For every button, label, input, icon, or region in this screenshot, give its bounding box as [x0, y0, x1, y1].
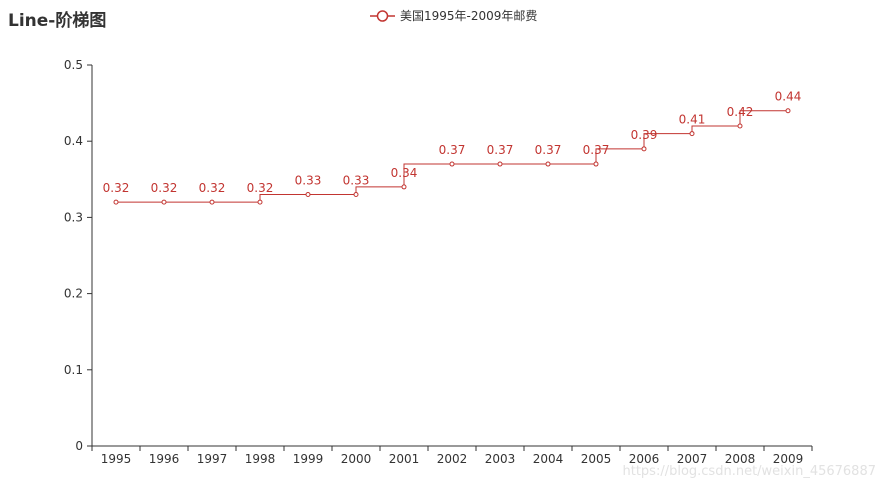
data-point [161, 199, 167, 205]
y-tick-label: 0.2 [64, 287, 83, 301]
y-tick-label: 0.5 [64, 58, 83, 72]
data-point [689, 131, 695, 137]
y-tick-label: 0.1 [64, 363, 83, 377]
data-point [785, 108, 791, 114]
x-tick-label: 1995 [101, 452, 132, 466]
data-label: 0.32 [199, 181, 226, 195]
x-tick-label: 2000 [341, 452, 372, 466]
data-point [257, 199, 263, 205]
data-label: 0.33 [343, 174, 370, 188]
x-tick-label: 2009 [773, 452, 804, 466]
x-tick-label: 1996 [149, 452, 180, 466]
data-point [737, 123, 743, 129]
x-tick-label: 1998 [245, 452, 276, 466]
x-tick-label: 2003 [485, 452, 516, 466]
data-point [113, 199, 119, 205]
x-axis: 1995 1996 1997 1998 1999 2000 2001 2002 2003 2004… [91, 445, 813, 466]
data-label: 0.37 [583, 143, 610, 157]
legend-circle-icon [376, 10, 389, 22]
legend-label: 美国1995年-2009年邮费 [400, 9, 537, 23]
x-tick-label: 2007 [677, 452, 708, 466]
data-point [497, 161, 503, 167]
data-label: 0.41 [679, 113, 706, 127]
data-label: 0.39 [631, 128, 658, 142]
legend[interactable]: 美国1995年-2009年邮费 [370, 9, 537, 23]
y-axis: 0 0.1 0.2 0.3 0.4 0.5 [64, 58, 93, 453]
x-tick-label: 2004 [533, 452, 564, 466]
data-label: 0.37 [535, 143, 562, 157]
chart-title: Line-阶梯图 [8, 10, 106, 31]
data-label: 0.34 [391, 166, 418, 180]
y-tick-label: 0.3 [64, 210, 83, 224]
data-label: 0.33 [295, 174, 322, 188]
series-layer [113, 108, 791, 205]
y-tick-label: 0 [75, 439, 83, 453]
x-tick-label: 2002 [437, 452, 468, 466]
data-label: 0.32 [247, 181, 274, 195]
x-tick-label: 2001 [389, 452, 420, 466]
data-point [593, 161, 599, 167]
data-label: 0.32 [151, 181, 178, 195]
data-point [545, 161, 551, 167]
x-tick-label: 1997 [197, 452, 228, 466]
data-point [641, 146, 647, 152]
x-tick-label: 2006 [629, 452, 660, 466]
data-point [305, 192, 311, 198]
x-tick-label: 2005 [581, 452, 612, 466]
data-point [209, 199, 215, 205]
data-label: 0.42 [727, 105, 754, 119]
x-tick-label: 2008 [725, 452, 756, 466]
data-labels: 0.32 0.32 0.32 0.32 0.33 0.33 0.34 0.37 0.37 0.37… [103, 90, 802, 195]
data-label: 0.37 [439, 143, 466, 157]
data-label: 0.37 [487, 143, 514, 157]
data-point [353, 192, 359, 198]
y-tick-label: 0.4 [64, 134, 83, 148]
watermark: https://blog.csdn.net/weixin_45676887 [622, 464, 876, 479]
data-label: 0.32 [103, 181, 130, 195]
data-label: 0.44 [775, 90, 802, 104]
series-line [116, 110, 788, 203]
x-tick-label: 1999 [293, 452, 324, 466]
data-point [449, 161, 455, 167]
data-point [401, 184, 407, 190]
